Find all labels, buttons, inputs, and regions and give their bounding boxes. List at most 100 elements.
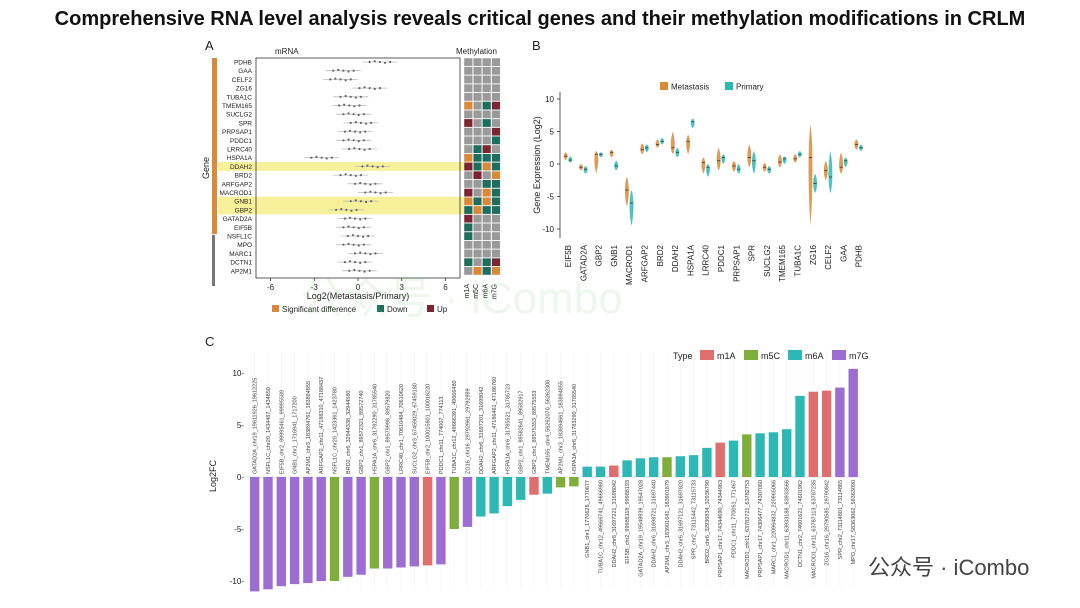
mrna-point <box>357 140 360 143</box>
mrna-point <box>353 130 357 133</box>
bar-label: AP2M1_chr3_183894661_183894855 <box>559 381 565 474</box>
gene-label: PDHB <box>855 245 864 267</box>
legend-label: Primary <box>736 83 764 92</box>
mrna-point <box>337 104 341 107</box>
methylation-cell <box>491 153 501 163</box>
legend-swatch <box>744 350 758 360</box>
methylation-header: Methylation <box>456 47 497 56</box>
violin <box>644 144 649 153</box>
methylation-cell <box>463 136 473 145</box>
mrna-point <box>343 261 346 264</box>
legend-label: m7G <box>849 351 869 361</box>
methylation-cell <box>482 83 492 93</box>
methylation-cell <box>463 179 473 189</box>
legend-swatch <box>272 305 279 312</box>
gene-label: GAA <box>839 244 848 262</box>
panel-b: B Metastasis Primary Gene Expression (Log… <box>532 38 864 285</box>
mrna-point <box>381 165 384 168</box>
methylation-cell <box>473 205 483 215</box>
methylation-cell <box>463 92 473 102</box>
bar <box>795 395 805 477</box>
mrna-point <box>364 191 367 194</box>
mrna-point <box>358 87 361 90</box>
mrna-point <box>379 192 382 195</box>
mrna-point <box>357 244 360 247</box>
gene-label: GBP2 <box>235 207 253 214</box>
mrna-point <box>335 208 338 211</box>
figure-title: Comprehensive RNA level analysis reveals… <box>54 8 1026 30</box>
mrna-point <box>349 200 352 203</box>
violin <box>686 134 691 155</box>
methylation-cell <box>491 205 501 215</box>
violin <box>701 157 706 174</box>
mrna-point <box>347 138 350 141</box>
violin <box>839 152 844 174</box>
gene-label: SPR <box>748 245 757 262</box>
gene-label: ARFGAP2 <box>641 244 650 282</box>
violin <box>843 157 848 168</box>
methylation-cell <box>463 127 473 136</box>
bar-label: MACROD1_chr11_63787113_63787235 <box>811 480 817 579</box>
mrna-point <box>364 122 368 125</box>
bar <box>476 477 486 517</box>
bar <box>263 477 273 590</box>
bar <box>622 460 632 477</box>
mrna-point <box>371 165 374 168</box>
mrna-point <box>347 70 350 73</box>
methylation-cell <box>482 92 492 102</box>
gene-label: MACROD1 <box>625 244 634 285</box>
legend-swatch <box>427 305 434 312</box>
methylation-cell <box>482 136 492 145</box>
bar <box>808 391 818 477</box>
bar-label: ARFGAP2_chr11_47186461_47186760 <box>492 377 498 474</box>
methylation-cell <box>463 144 473 154</box>
gene-label: NSFL1C <box>227 234 252 241</box>
legend-swatch <box>832 350 846 360</box>
gene-label: BRD2 <box>235 173 253 180</box>
bar-label: MPO_chr17_58363062_58363090 <box>851 480 857 564</box>
violin <box>767 165 772 174</box>
bar <box>835 387 845 477</box>
legend-label: Down <box>387 305 407 314</box>
bar <box>329 477 340 581</box>
mrna-point <box>388 60 392 64</box>
methylation-cell <box>473 240 483 250</box>
gene-label: GNB1 <box>610 244 619 266</box>
mrna-point <box>359 95 363 98</box>
gene-label: PDHB <box>234 60 252 67</box>
mrna-point <box>368 269 371 272</box>
mrna-header: mRNA <box>275 47 299 56</box>
gene-label: SUCLG2 <box>226 112 252 119</box>
mrna-point <box>329 78 332 81</box>
mrna-point <box>359 131 362 134</box>
methylation-cell <box>473 75 483 84</box>
mrna-point <box>359 200 363 203</box>
methylation-cell <box>463 266 473 276</box>
mrna-x-ticks: -6 -3 0 3 6 <box>267 278 448 292</box>
methylation-cell <box>491 66 501 76</box>
methylation-cell <box>491 101 501 110</box>
bar-label: BRD2_chr6_32936834_32936790 <box>705 480 711 564</box>
mrna-point <box>310 156 313 159</box>
mrna-point <box>343 130 346 133</box>
mrna-point <box>359 261 362 264</box>
methylation-cell <box>491 57 501 67</box>
bar-label: GATAD2A_chr19_19548939_19547028 <box>638 480 644 577</box>
mrna-point <box>348 104 351 107</box>
panel-b-violins <box>563 118 863 226</box>
mrna-x-tick-label: -3 <box>311 283 319 292</box>
methylation-cell <box>482 205 492 215</box>
mrna-point <box>342 243 345 246</box>
bar-label: ARFGAP2_chr11_47188310_47188437 <box>319 377 325 474</box>
methylation-cell <box>482 240 492 250</box>
bar-label: LRRC40_chr1_70610484_70610620 <box>399 384 405 474</box>
bar-label: PRPSAP1_chr17_74306477_74307060 <box>758 480 764 577</box>
violin <box>751 151 756 174</box>
methylation-cell <box>482 153 492 163</box>
y-tick-label: 5- <box>237 421 244 430</box>
mrna-point <box>348 260 352 263</box>
mrna-point <box>353 261 357 264</box>
mrna-point <box>359 174 363 177</box>
mrna-point <box>356 234 360 238</box>
bar <box>702 447 712 477</box>
